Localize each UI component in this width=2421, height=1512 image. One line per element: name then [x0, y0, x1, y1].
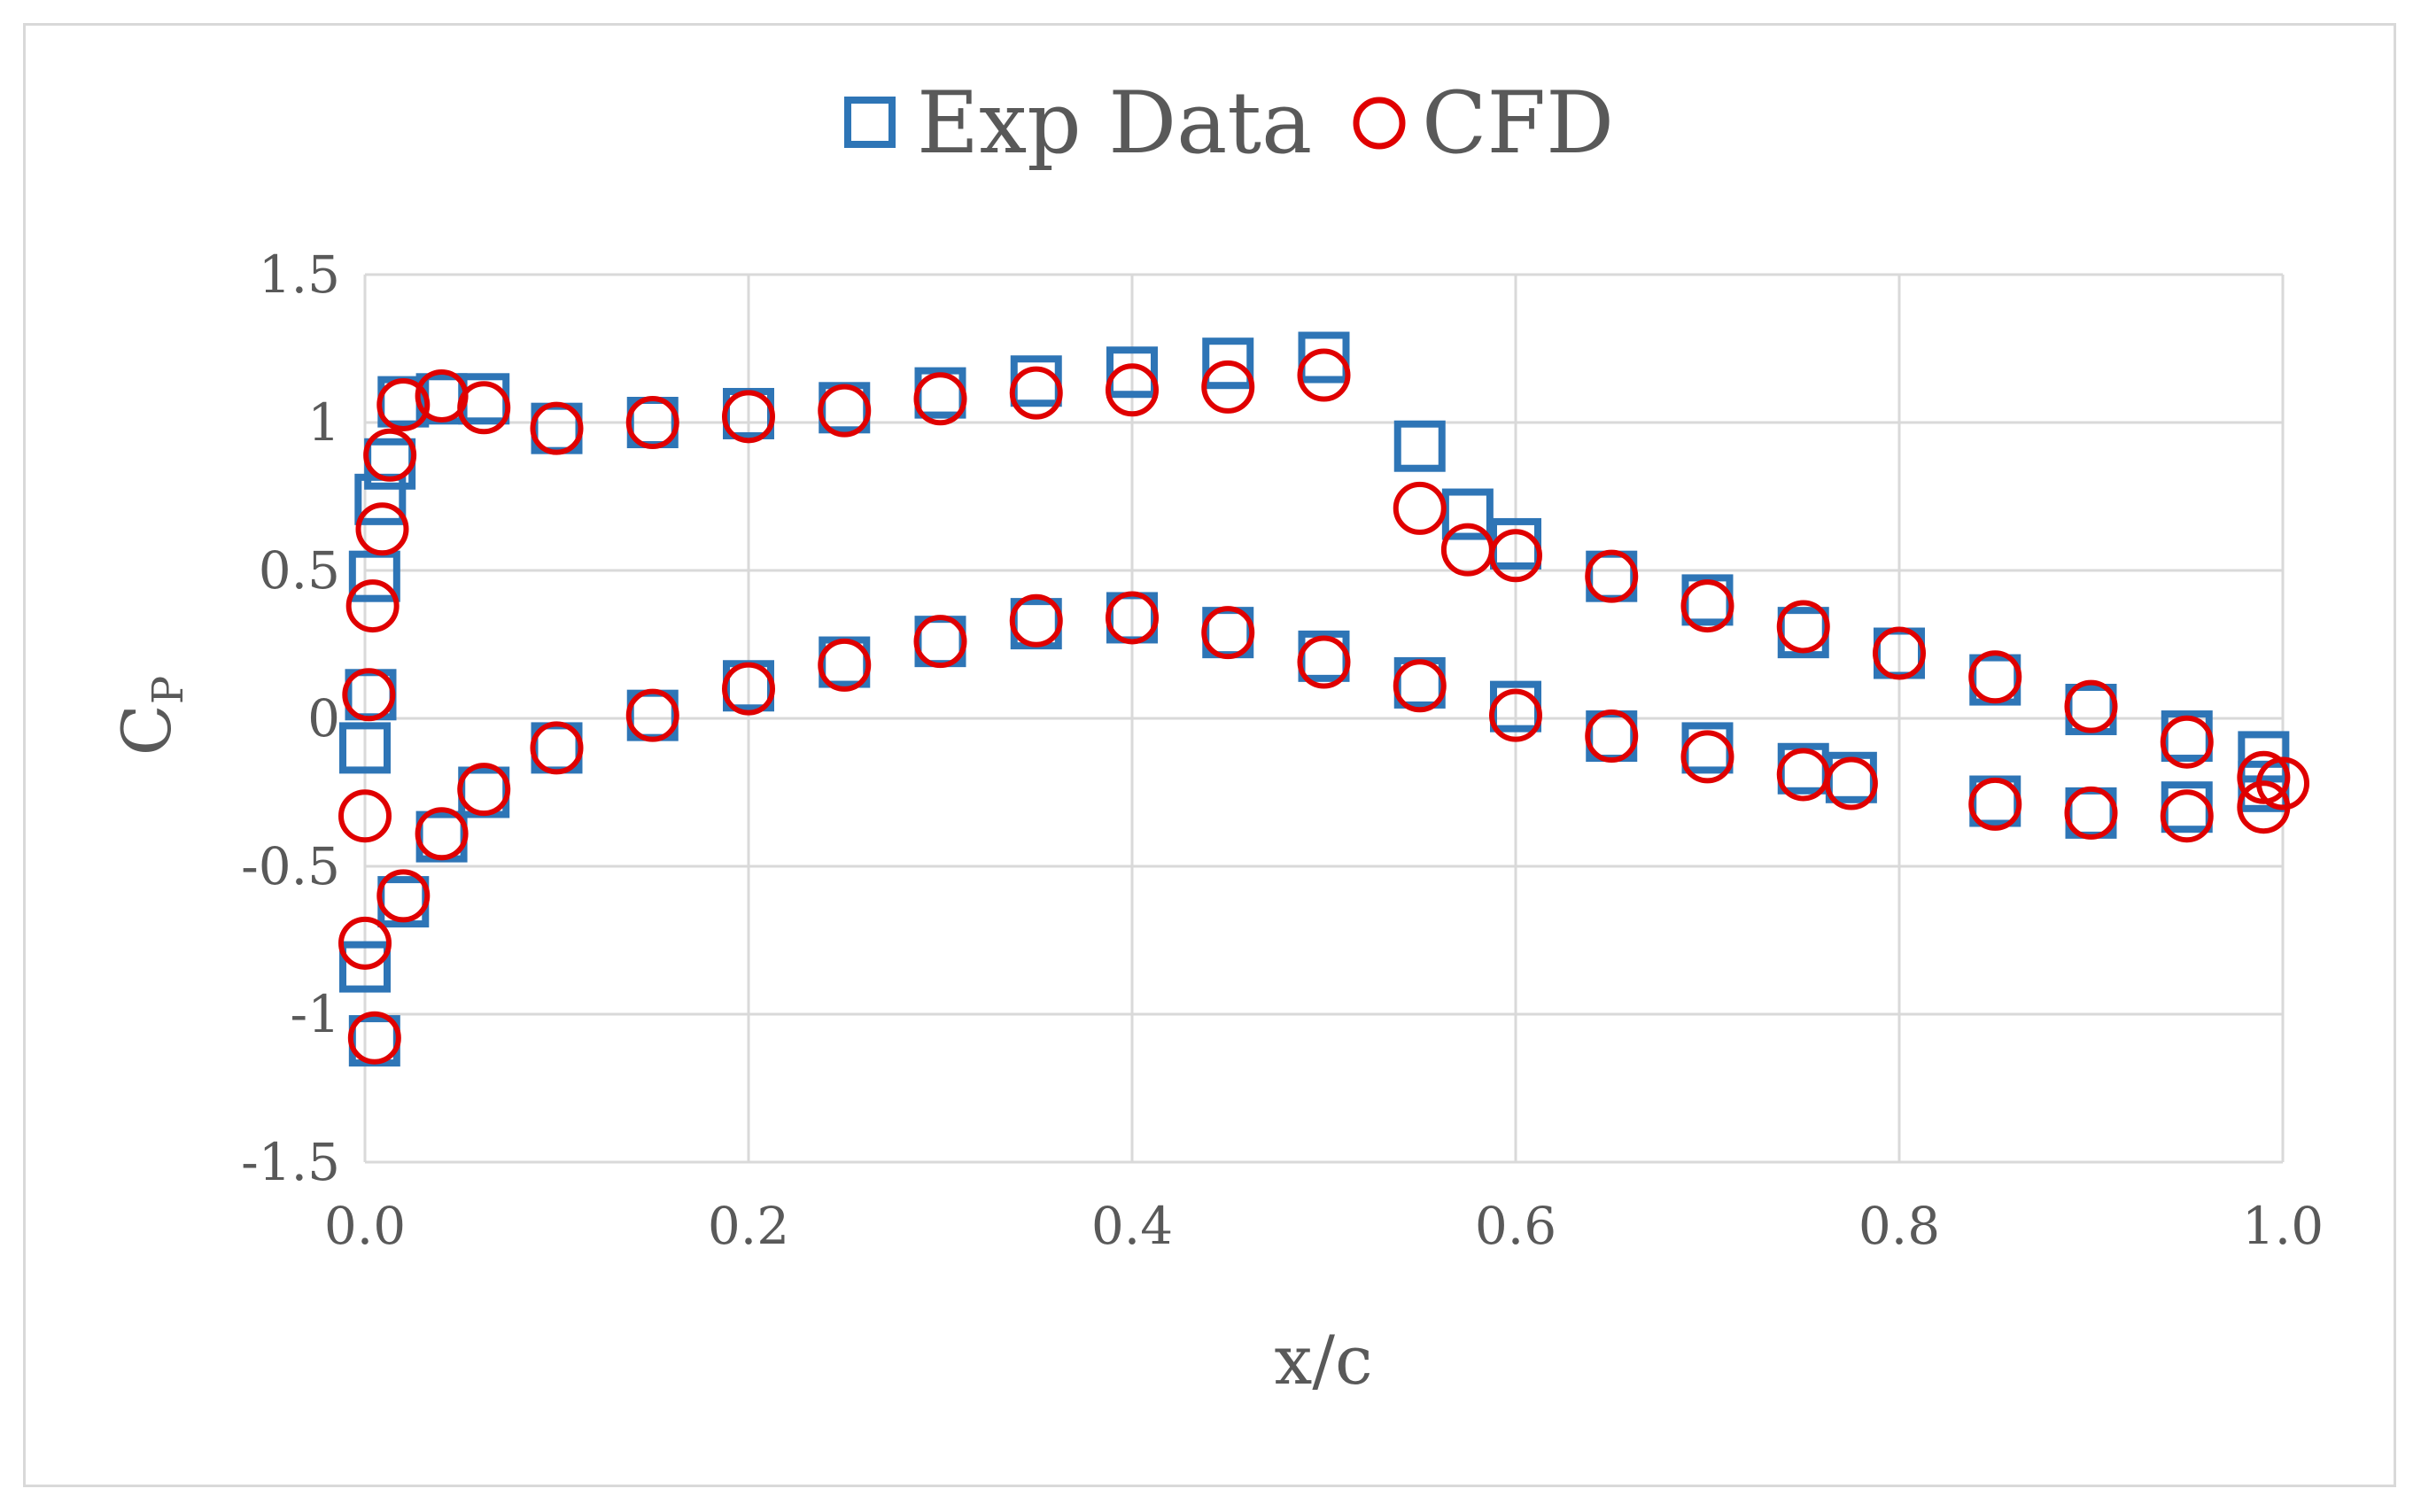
cfd-data-point — [338, 789, 392, 843]
x-tick-label: 0.2 — [708, 1196, 789, 1256]
y-tick-label: -1 — [291, 984, 341, 1044]
exp-data-point — [339, 722, 391, 774]
cfd-data-point — [1873, 626, 1926, 680]
cfd-data-point — [1106, 591, 1159, 645]
y-axis-title-subscript: P — [144, 676, 193, 704]
cfd-data-point — [1585, 549, 1639, 603]
y-tick-label: 1.5 — [259, 244, 340, 305]
exp-data-point — [1106, 346, 1158, 399]
cfd-data-point — [625, 396, 679, 449]
y-axis-title: CP — [107, 676, 193, 756]
y-tick-label: -0.5 — [241, 836, 340, 896]
gridlines — [363, 273, 2285, 1164]
cfd-data-point — [1680, 730, 1734, 784]
cfd-data-point — [2064, 679, 2118, 733]
exp-data-point — [1393, 420, 1446, 472]
chart-frame — [23, 23, 2396, 1487]
y-tick-label: 0 — [307, 688, 340, 748]
cfd-data-point — [913, 615, 967, 669]
legend-swatch-cfd — [1353, 97, 1406, 150]
cfd-data-point — [1009, 593, 1063, 647]
cfd-data-point — [1968, 777, 2022, 831]
cfd-data-point — [1824, 756, 1878, 810]
cfd-data-point — [457, 381, 511, 435]
cfd-data-point — [1776, 600, 1830, 654]
cfd-data-point — [1489, 529, 1542, 583]
tick-labels: 1.5 1 0.5 0 -0.5 -1 -1.50.0 0.2 0.4 0.6 0.8 1.0 — [241, 244, 2324, 1256]
cfd-data-point — [345, 579, 400, 633]
cfd-data-point — [347, 1011, 401, 1065]
cfd-data-point — [342, 668, 396, 722]
cfd-data-point — [818, 384, 872, 438]
y-tick-label: 0.5 — [259, 540, 340, 601]
y-axis-title-main: C — [107, 704, 186, 756]
cfd-data-point — [2064, 786, 2118, 840]
cfd-data-point — [625, 688, 679, 742]
cfd-data-point — [913, 372, 967, 426]
x-tick-label: 0.4 — [1091, 1196, 1173, 1256]
cfd-data-point — [376, 869, 431, 923]
cfd-data-point — [1201, 360, 1255, 414]
cfd-data-point — [1106, 363, 1159, 417]
cfd-data-point — [1297, 348, 1351, 402]
cfd-data-point — [530, 721, 584, 775]
cfd-data-point — [2160, 715, 2214, 769]
cfd-data-point — [363, 428, 417, 482]
exp-data-point — [2238, 731, 2290, 783]
y-tick-label: 1 — [307, 392, 340, 453]
exp-data-point — [1010, 355, 1062, 407]
cfd-data-point — [338, 916, 392, 970]
x-tick-label: 1.0 — [2242, 1196, 2324, 1256]
legend-swatch-exp-data — [844, 97, 896, 148]
cfd-data-point — [355, 502, 409, 556]
legend: Exp Data CFD — [844, 74, 1614, 173]
cfd-data-point — [1297, 635, 1351, 689]
exp-data-point — [1298, 331, 1350, 384]
legend-label-exp-data: Exp Data — [917, 74, 1312, 173]
x-axis-title: x/c — [1274, 1321, 1372, 1400]
cfd-data-point — [1680, 579, 1734, 633]
cfd-data-point — [1009, 366, 1063, 420]
cfd-data-point — [1968, 650, 2022, 704]
y-tick-label: -1.5 — [241, 1132, 340, 1192]
exp-data-point — [339, 941, 391, 993]
legend-label-cfd: CFD — [1422, 74, 1614, 173]
exp-data-point — [1202, 337, 1254, 390]
cfd-data-point — [722, 390, 775, 444]
cfd-data-point — [457, 763, 511, 817]
cfd-data-point — [1201, 606, 1255, 660]
cfd-data-point — [722, 662, 775, 716]
series-cfd — [338, 348, 2309, 1065]
cfd-data-point — [415, 807, 469, 861]
svg-text:CP: CP — [107, 676, 193, 756]
cfd-data-point — [818, 638, 872, 692]
cfd-data-point — [1585, 709, 1639, 764]
cfd-data-point — [2237, 780, 2291, 834]
cfd-data-point — [376, 377, 431, 431]
x-tick-label: 0.6 — [1475, 1196, 1556, 1256]
cfd-data-point — [1393, 481, 1447, 535]
cfd-data-point — [2160, 789, 2214, 843]
cfd-data-point — [1393, 659, 1447, 713]
series — [338, 331, 2309, 1067]
cfd-data-point — [1489, 688, 1542, 742]
cfd-data-point — [530, 401, 584, 455]
x-tick-label: 0.8 — [1858, 1196, 1940, 1256]
x-tick-label: 0.0 — [324, 1196, 406, 1256]
